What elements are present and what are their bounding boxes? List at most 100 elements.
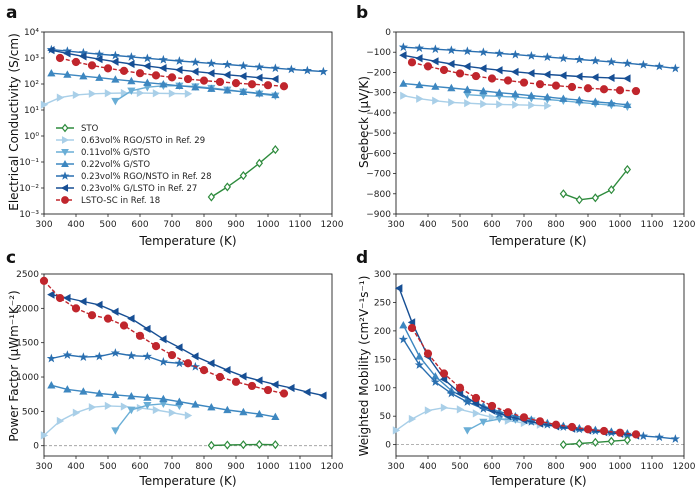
data-point — [535, 80, 545, 89]
y-tick-label: 2500 — [16, 270, 39, 280]
data-point — [551, 420, 561, 429]
series-line — [59, 57, 285, 87]
x-tick-label: 900 — [579, 220, 596, 230]
data-point — [239, 72, 247, 81]
data-point — [606, 57, 616, 66]
ylabel-b: Seebeck (μV/K) — [357, 76, 371, 168]
data-point — [319, 391, 327, 400]
data-point — [398, 42, 408, 52]
data-point — [496, 100, 504, 109]
x-tick-label: 800 — [547, 220, 564, 230]
data-point — [215, 77, 225, 87]
data-point — [512, 100, 520, 109]
ylabel-a: Electrical Conductivity (S/cm) — [7, 33, 21, 211]
data-point — [207, 359, 215, 368]
x-tick-label: 700 — [163, 220, 180, 230]
data-point — [510, 49, 520, 59]
legend-label: 0.11vol% G/STO — [81, 148, 150, 158]
data-point — [191, 83, 200, 91]
data-point — [71, 304, 81, 313]
y-tick-label: 0 — [385, 28, 391, 38]
data-point — [174, 358, 184, 368]
data-point — [255, 158, 264, 168]
data-point — [111, 75, 120, 83]
data-point — [487, 401, 497, 411]
data-point — [503, 76, 513, 85]
data-point — [271, 90, 280, 99]
data-point — [271, 412, 280, 421]
data-point — [590, 55, 600, 65]
data-point — [71, 57, 81, 67]
data-point — [430, 377, 440, 386]
legend-marker — [61, 159, 69, 168]
x-tick-label: 800 — [195, 220, 212, 230]
data-point — [399, 79, 408, 87]
data-point — [46, 353, 56, 363]
data-point — [599, 85, 609, 94]
x-tick-label: 1100 — [641, 462, 664, 472]
data-point — [430, 44, 440, 54]
x-tick-label: 1000 — [609, 462, 632, 472]
data-point — [479, 86, 488, 95]
data-point — [158, 357, 168, 366]
data-point — [255, 439, 264, 450]
x-tick-label: 1200 — [673, 462, 696, 472]
y-tick-label: 300 — [374, 270, 391, 280]
data-point — [455, 69, 465, 78]
data-point — [558, 53, 568, 63]
data-point — [95, 389, 104, 397]
y-tick-label: 250 — [374, 298, 391, 308]
data-point — [255, 89, 264, 97]
data-point — [528, 101, 536, 110]
data-point — [279, 389, 289, 398]
data-point — [615, 428, 625, 437]
data-point — [127, 406, 136, 415]
panel-label-a: a — [6, 3, 17, 23]
axes-frame — [395, 31, 685, 215]
legend-label: 0.23vol% RGO/NSTO in Ref. 28 — [81, 172, 211, 182]
y-tick-label: −800 — [366, 190, 391, 200]
data-point — [168, 408, 177, 417]
data-point — [416, 94, 424, 103]
data-point — [495, 88, 504, 96]
data-point — [407, 58, 417, 67]
series-line — [51, 293, 324, 397]
axes-frame — [395, 273, 685, 457]
data-point — [559, 94, 568, 102]
y-tick-label: −400 — [366, 109, 391, 119]
data-point — [455, 383, 465, 392]
data-point — [111, 390, 120, 399]
y-tick-label: −200 — [366, 68, 391, 78]
data-point — [415, 352, 424, 360]
panel-label-d: d — [356, 248, 368, 268]
data-point — [167, 73, 177, 82]
data-point — [40, 100, 49, 109]
data-point — [247, 80, 257, 89]
data-point — [142, 53, 152, 63]
data-point — [159, 80, 168, 88]
data-point — [223, 70, 231, 79]
x-tick-label: 1100 — [289, 462, 312, 472]
data-point — [103, 314, 113, 323]
x-tick-label: 500 — [99, 462, 116, 472]
y-tick-label: −700 — [366, 170, 391, 180]
series-7 — [39, 276, 289, 398]
data-point — [623, 100, 632, 108]
x-tick-label: 900 — [227, 462, 244, 472]
data-point — [519, 78, 529, 87]
data-point — [127, 392, 136, 400]
x-tick-label: 700 — [515, 462, 532, 472]
data-point — [495, 415, 504, 424]
data-point — [47, 381, 56, 389]
y-tick-label: 1000 — [16, 373, 39, 383]
data-point — [191, 400, 200, 408]
data-point — [271, 74, 279, 84]
data-point — [104, 401, 113, 410]
data-point — [423, 349, 433, 358]
legend-label: 0.63vol% RGO/STO in Ref. 29 — [81, 136, 205, 146]
data-point — [286, 64, 296, 74]
panel-label-c: c — [6, 248, 16, 268]
axes-frame — [43, 31, 333, 215]
x-tick-label: 500 — [99, 220, 116, 230]
data-point — [464, 99, 472, 108]
